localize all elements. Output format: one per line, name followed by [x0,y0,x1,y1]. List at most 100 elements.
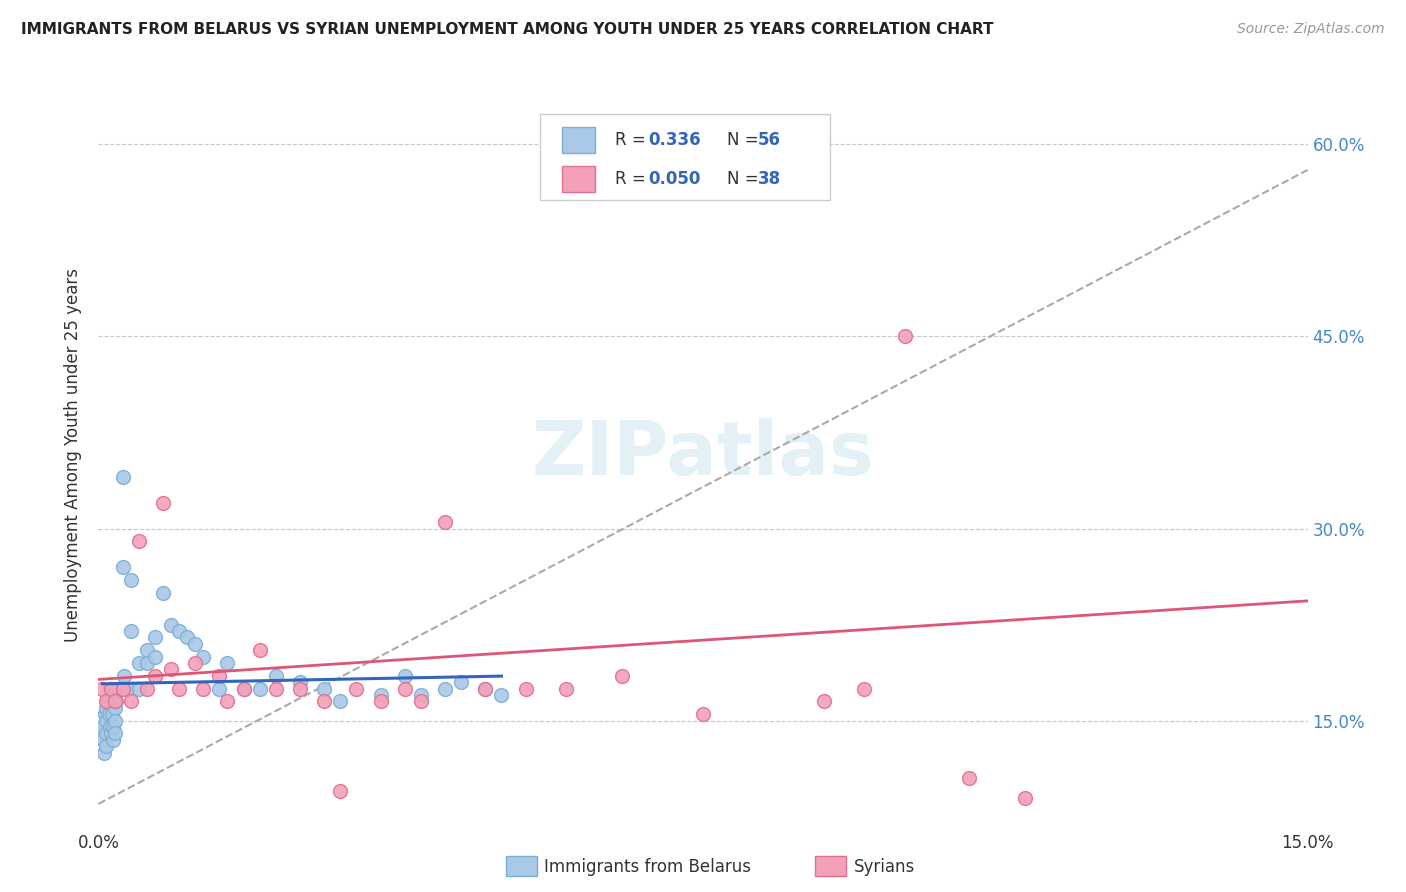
Point [135,643,157,657]
Point [474,681,496,696]
Point [135,681,157,696]
FancyBboxPatch shape [540,114,830,200]
Point [893,329,915,343]
Text: 56: 56 [758,131,780,149]
Point [160,663,183,677]
Point [314,694,336,708]
Text: Immigrants from Belarus: Immigrants from Belarus [544,858,751,876]
Point [103,694,125,708]
Point [612,669,634,683]
Point [152,585,174,599]
Point [167,681,190,696]
Point [957,772,980,786]
Point [344,681,367,696]
Point [101,720,124,734]
Point [96,694,118,708]
Point [193,681,215,696]
Point [1014,790,1036,805]
Point [288,681,311,696]
Point [96,714,118,728]
Text: N =: N = [727,131,763,149]
Point [103,726,125,740]
Point [100,694,122,708]
Point [143,631,166,645]
Point [329,694,352,708]
Point [111,470,134,484]
Point [111,681,134,696]
Text: 0.336: 0.336 [648,131,702,149]
Point [370,694,392,708]
Point [128,656,150,670]
Point [409,694,432,708]
Point [515,681,537,696]
Text: R =: R = [614,169,651,187]
Point [394,669,416,683]
Point [100,726,122,740]
Point [98,720,121,734]
Point [107,681,129,696]
Text: ZIPatlas: ZIPatlas [531,418,875,491]
Point [450,675,472,690]
Point [97,707,120,722]
Point [103,688,125,702]
Point [128,681,150,696]
Text: 0.050: 0.050 [648,169,702,187]
Point [208,681,231,696]
Point [692,707,714,722]
Point [176,631,198,645]
Text: N =: N = [727,169,763,187]
Point [135,656,157,670]
Point [100,681,122,696]
Point [94,726,117,740]
Point [93,746,115,760]
Point [264,681,287,696]
Point [409,688,432,702]
Point [232,681,254,696]
Point [103,714,125,728]
Point [94,707,117,722]
Text: R =: R = [614,131,651,149]
Point [101,732,124,747]
Point [264,669,287,683]
Point [112,669,135,683]
Point [91,732,114,747]
Point [128,534,150,549]
Point [314,681,336,696]
Text: Syrians: Syrians [853,858,915,876]
Point [96,739,118,754]
Point [97,694,120,708]
Point [491,688,513,702]
FancyBboxPatch shape [561,166,595,192]
Point [217,656,239,670]
Point [249,681,271,696]
Point [120,694,142,708]
Point [329,784,352,798]
Point [167,624,190,638]
Point [152,496,174,510]
Point [184,637,207,651]
Point [105,694,128,708]
Point [474,681,496,696]
Point [184,656,207,670]
Point [813,694,835,708]
Point [756,176,779,190]
Point [91,681,114,696]
FancyBboxPatch shape [561,128,595,153]
Point [555,681,578,696]
Point [394,681,416,696]
Point [232,681,254,696]
Text: IMMIGRANTS FROM BELARUS VS SYRIAN UNEMPLOYMENT AMONG YOUTH UNDER 25 YEARS CORREL: IMMIGRANTS FROM BELARUS VS SYRIAN UNEMPL… [21,22,994,37]
Y-axis label: Unemployment Among Youth under 25 years: Unemployment Among Youth under 25 years [65,268,83,642]
Point [434,681,457,696]
Point [91,720,114,734]
Point [160,617,183,632]
Point [103,701,125,715]
Point [120,624,142,638]
Point [193,649,215,664]
Point [120,573,142,587]
Point [100,681,122,696]
Point [101,707,124,722]
Point [115,681,138,696]
Point [96,701,118,715]
Point [434,515,457,529]
